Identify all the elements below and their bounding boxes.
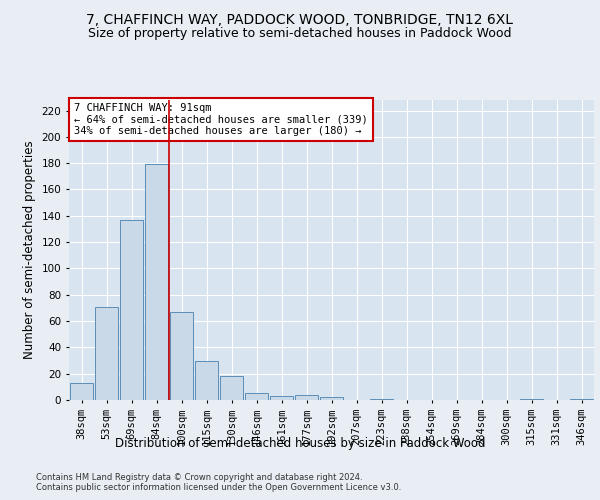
Bar xyxy=(145,164,169,400)
Bar xyxy=(520,398,544,400)
Bar xyxy=(119,220,143,400)
Text: Distribution of semi-detached houses by size in Paddock Wood: Distribution of semi-detached houses by … xyxy=(115,438,485,450)
Bar xyxy=(194,360,218,400)
Text: Contains HM Land Registry data © Crown copyright and database right 2024.: Contains HM Land Registry data © Crown c… xyxy=(36,472,362,482)
Y-axis label: Number of semi-detached properties: Number of semi-detached properties xyxy=(23,140,36,360)
Bar xyxy=(95,306,118,400)
Text: Contains public sector information licensed under the Open Government Licence v3: Contains public sector information licen… xyxy=(36,484,401,492)
Text: 7, CHAFFINCH WAY, PADDOCK WOOD, TONBRIDGE, TN12 6XL: 7, CHAFFINCH WAY, PADDOCK WOOD, TONBRIDG… xyxy=(86,12,514,26)
Bar xyxy=(370,398,394,400)
Bar xyxy=(70,383,94,400)
Bar xyxy=(245,394,268,400)
Bar xyxy=(295,394,319,400)
Bar xyxy=(170,312,193,400)
Text: Size of property relative to semi-detached houses in Paddock Wood: Size of property relative to semi-detach… xyxy=(88,28,512,40)
Bar xyxy=(569,398,593,400)
Bar xyxy=(269,396,293,400)
Bar xyxy=(220,376,244,400)
Text: 7 CHAFFINCH WAY: 91sqm
← 64% of semi-detached houses are smaller (339)
34% of se: 7 CHAFFINCH WAY: 91sqm ← 64% of semi-det… xyxy=(74,103,368,136)
Bar xyxy=(320,398,343,400)
